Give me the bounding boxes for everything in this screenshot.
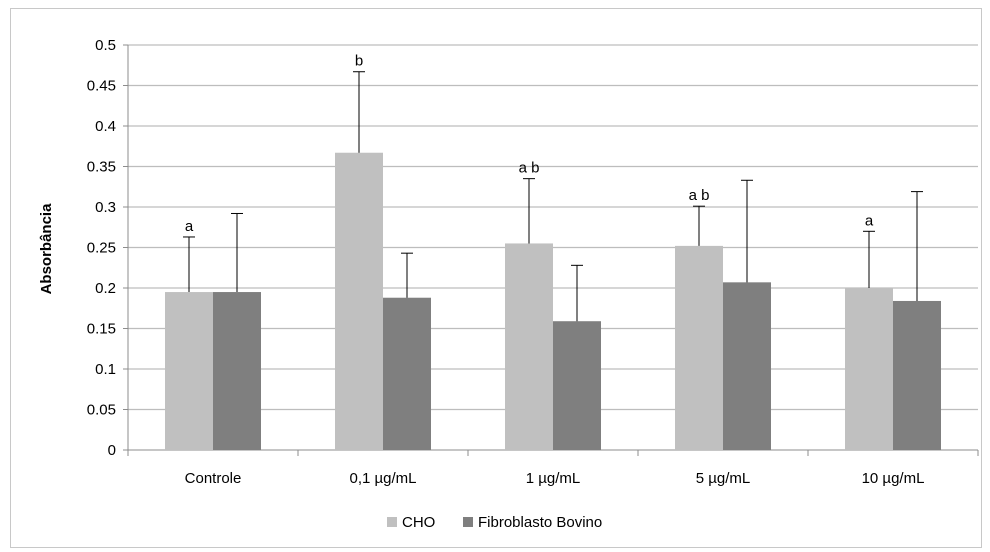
y-tick-label: 0.05	[87, 402, 116, 419]
bar-chart: 0 0.05 0.1 0.15 0.2 0.25 0.3 0.35 0.4 0.45 0.5 Cont…	[38, 37, 979, 531]
y-tick-label: 0.25	[87, 240, 116, 257]
legend-label-fibroblasto: Fibroblasto Bovino	[478, 514, 602, 531]
chart-frame: 0 0.05 0.1 0.15 0.2 0.25 0.3 0.35 0.4 0.45 0.5 Cont…	[10, 8, 982, 548]
y-tick-label: 0.15	[87, 321, 116, 338]
bar	[893, 300, 941, 450]
annotations: a b a b a b a	[185, 53, 874, 235]
significance-label: a	[865, 212, 874, 229]
bar	[213, 292, 261, 450]
x-tick-label: 5 µg/mL	[696, 470, 751, 487]
significance-label: a b	[519, 160, 540, 177]
legend-label-cho: CHO	[402, 514, 435, 531]
bar	[845, 288, 893, 450]
bar	[553, 321, 601, 450]
bars	[165, 152, 941, 451]
legend-swatch-cho	[387, 517, 397, 527]
bar	[723, 282, 771, 450]
y-tick-label: 0.4	[95, 118, 116, 135]
error-bars	[183, 71, 923, 322]
y-tick-label: 0	[108, 442, 116, 459]
y-tick-label: 0.1	[95, 361, 116, 378]
significance-label: a b	[689, 187, 710, 204]
bar	[165, 292, 213, 450]
y-tick-label: 0.35	[87, 159, 116, 176]
y-tick-label: 0.45	[87, 78, 116, 95]
bar	[675, 245, 723, 450]
bar	[505, 243, 553, 450]
x-tick-label: Controle	[185, 470, 242, 487]
bar	[335, 152, 383, 451]
legend: CHO Fibroblasto Bovino	[387, 514, 602, 531]
legend-swatch-fibroblasto	[463, 517, 473, 527]
x-tick-label: 10 µg/mL	[862, 470, 925, 487]
bar	[383, 297, 431, 450]
y-tick-label: 0.3	[95, 199, 116, 216]
x-tick-label: 1 µg/mL	[526, 470, 581, 487]
significance-label: b	[355, 53, 363, 70]
significance-label: a	[185, 218, 194, 235]
axes: 0 0.05 0.1 0.15 0.2 0.25 0.3 0.35 0.4 0.45 0.5 Cont…	[87, 37, 979, 487]
y-axis-label: Absorbância	[38, 203, 55, 295]
y-tick-label: 0.2	[95, 280, 116, 297]
y-tick-label: 0.5	[95, 37, 116, 54]
x-tick-label: 0,1 µg/mL	[349, 470, 416, 487]
